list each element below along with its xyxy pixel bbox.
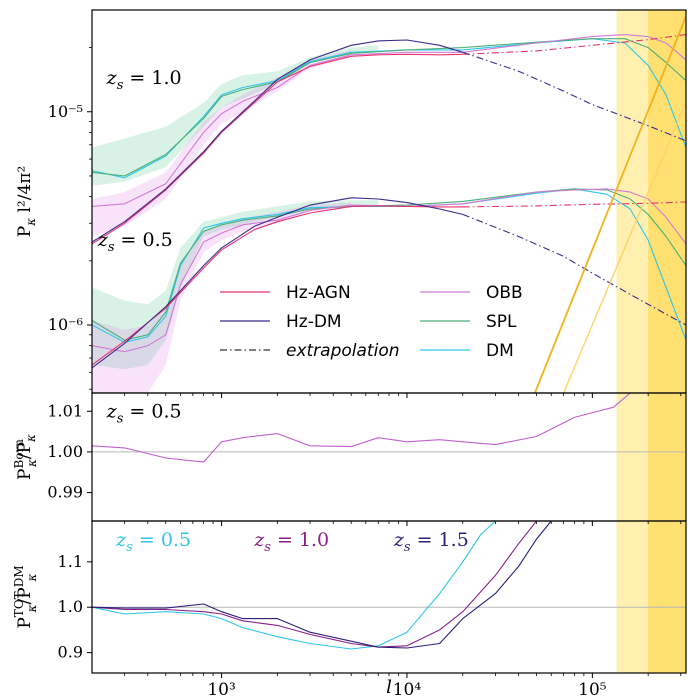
legend-label: Hz-DM — [286, 312, 342, 332]
uncertainty-band-3 — [92, 202, 352, 393]
series-line-noise-a — [534, 16, 686, 393]
series-line-hz-agn-extrapolation — [462, 201, 686, 208]
series-line-hz-agn-extrapolation — [462, 34, 686, 55]
legend-entry: SPL — [420, 312, 517, 332]
legend-label: OBB — [486, 283, 523, 303]
shaded-band-1 — [648, 10, 686, 673]
redshift-annotation-2: zs = 1.5 — [393, 529, 469, 555]
uncertainty-band-2 — [92, 200, 379, 370]
series-line-zs-1-0 — [92, 521, 537, 648]
panel-bottom: 0.9 1.0 1.1 PTOTκ/PDMκ zs = 0.5 zs = 1.0 zs = … — [12, 520, 687, 678]
x-tick-label: 10⁵ — [578, 680, 607, 696]
series-line-obb — [92, 34, 686, 207]
legend-entry: extrapolation — [220, 341, 400, 361]
x-tick-label: 10⁴ — [393, 680, 422, 696]
series-line-obb — [92, 393, 631, 463]
plot-area-bottom — [92, 521, 686, 650]
redshift-annotation-1: zs = 1.0 — [253, 529, 329, 555]
legend: Hz-AGN OBB Hz-DM SPL extrapolation DM — [220, 283, 523, 361]
redshift-annotation-0: zs = 1.0 — [106, 67, 182, 93]
panel-middle: 0.99 1.00 1.01 PBornκ/Pκ zs = 0.5 — [12, 392, 687, 526]
legend-label: Hz-AGN — [286, 283, 351, 303]
legend-label: DM — [486, 341, 514, 361]
series-line-hz-dm — [92, 197, 463, 369]
series-line-obb — [92, 188, 686, 353]
legend-entry: OBB — [420, 283, 523, 303]
uncertainty-band-0 — [92, 45, 379, 186]
redshift-annotation-1: zs = 0.5 — [97, 229, 173, 255]
y-tick-label: 0.99 — [47, 483, 83, 502]
x-axis-label: l — [386, 677, 392, 696]
y-tick-label: 1.0 — [58, 597, 83, 616]
redshift-annotation-0: zs = 0.5 — [106, 400, 182, 426]
x-tick-label: 10³ — [207, 680, 235, 696]
redshift-annotation-0: zs = 0.5 — [115, 529, 191, 555]
series-line-hz-dm — [92, 39, 463, 243]
plot-area-middle — [92, 393, 686, 463]
y-tick-label: 1.01 — [47, 401, 83, 420]
series-line-zs-1-5 — [92, 521, 552, 649]
legend-entry: Hz-DM — [220, 312, 342, 332]
panel-top: 10⁻⁶ 10⁻⁵ Pκ l²/4π² zs = 1.0 zs = 0.5 Hz-AGN O… — [15, 9, 687, 398]
y-axis-label-bottom: PTOTκ/PDMκ — [12, 565, 39, 628]
series-line-noise-b — [562, 102, 686, 393]
series-line-zs-0-5 — [92, 521, 496, 650]
y-tick-label: 0.9 — [58, 643, 83, 662]
y-tick-label: 10⁻⁶ — [48, 315, 83, 334]
series-line-hz-agn — [92, 53, 463, 245]
legend-label: extrapolation — [286, 341, 400, 361]
y-tick-label: 1.00 — [47, 442, 83, 461]
series-line-hz-dm-extrapolation — [462, 51, 686, 142]
y-tick-label: 1.1 — [58, 552, 83, 571]
series-line-dm — [92, 38, 686, 179]
y-axis-label-middle: PBornκ/Pκ — [12, 434, 39, 480]
series-line-dm — [92, 188, 686, 343]
legend-entry: DM — [420, 341, 514, 361]
y-tick-label: 10⁻⁵ — [48, 102, 83, 121]
y-axis-label-top: Pκ l²/4π² — [15, 166, 38, 238]
legend-entry: Hz-AGN — [220, 283, 351, 303]
series-line-hz-agn — [92, 205, 463, 366]
legend-label: SPL — [486, 312, 517, 332]
series-line-hz-dm-extrapolation — [462, 213, 686, 326]
plot-area-top — [92, 16, 686, 393]
uncertainty-band-1 — [92, 49, 352, 237]
